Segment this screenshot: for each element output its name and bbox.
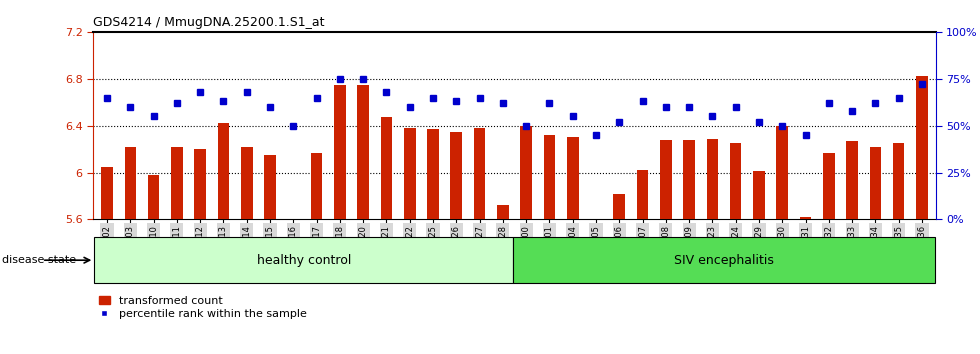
Bar	[637, 170, 649, 219]
Bar	[473, 128, 485, 219]
Bar	[218, 123, 229, 219]
Bar	[613, 194, 625, 219]
Text: GDS4214 / MmugDNA.25200.1.S1_at: GDS4214 / MmugDNA.25200.1.S1_at	[93, 16, 324, 29]
Bar	[707, 138, 718, 219]
Bar	[823, 153, 835, 219]
Bar	[514, 237, 935, 283]
Bar	[194, 149, 206, 219]
Bar	[124, 147, 136, 219]
Bar	[172, 147, 182, 219]
Text: SIV encephalitis: SIV encephalitis	[674, 254, 774, 267]
Bar	[566, 137, 578, 219]
Bar	[893, 143, 905, 219]
Bar	[520, 126, 532, 219]
Bar	[847, 141, 858, 219]
Bar	[916, 76, 928, 219]
Bar	[776, 126, 788, 219]
Bar	[683, 140, 695, 219]
Bar	[334, 85, 346, 219]
Bar	[358, 85, 369, 219]
Bar	[94, 237, 514, 283]
Legend: transformed count, percentile rank within the sample: transformed count, percentile rank withi…	[99, 296, 307, 319]
Bar	[404, 128, 416, 219]
Bar	[451, 132, 463, 219]
Bar	[380, 118, 392, 219]
Bar	[730, 143, 742, 219]
Bar	[265, 155, 275, 219]
Bar	[287, 219, 299, 223]
Bar	[544, 135, 556, 219]
Bar	[148, 175, 160, 219]
Bar	[427, 129, 439, 219]
Bar	[660, 140, 671, 219]
Bar	[869, 147, 881, 219]
Text: healthy control: healthy control	[257, 254, 351, 267]
Bar	[101, 167, 113, 219]
Text: disease state: disease state	[2, 255, 76, 265]
Bar	[241, 147, 253, 219]
Bar	[311, 153, 322, 219]
Bar	[754, 171, 764, 219]
Bar	[497, 205, 509, 219]
Bar	[800, 217, 811, 219]
